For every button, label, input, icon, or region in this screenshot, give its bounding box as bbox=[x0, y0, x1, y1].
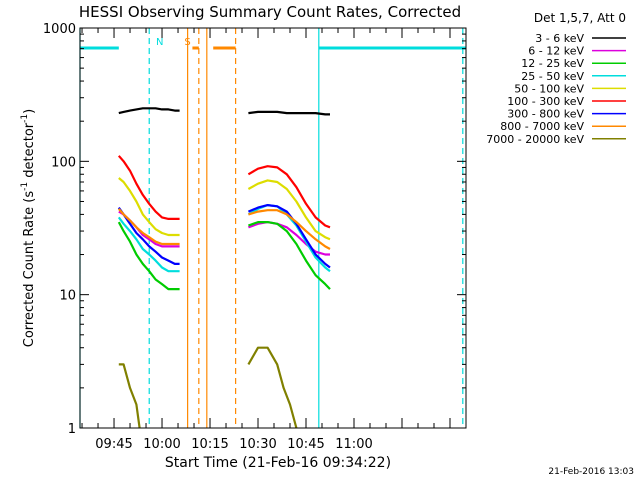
legend-label: 100 - 300 keV bbox=[507, 95, 584, 108]
legend-label: 7000 - 20000 keV bbox=[486, 133, 584, 146]
series-line bbox=[117, 206, 180, 265]
series-line bbox=[247, 204, 331, 269]
chart-title: HESSI Observing Summary Count Rates, Cor… bbox=[79, 3, 461, 21]
legend-label: 12 - 25 keV bbox=[521, 57, 584, 70]
x-axis-label: Start Time (21-Feb-16 09:34:22) bbox=[165, 455, 391, 471]
timestamp: 21-Feb-2016 13:03 bbox=[548, 467, 634, 477]
series-line bbox=[118, 177, 180, 237]
plot-frame bbox=[79, 27, 467, 429]
legend-label: 300 - 800 keV bbox=[507, 108, 584, 121]
y-tick-label: 100 bbox=[51, 155, 76, 170]
y-tick-label: 1 bbox=[68, 422, 76, 437]
series-line bbox=[117, 208, 180, 246]
series-line bbox=[248, 209, 331, 250]
x-tick-label: 11:00 bbox=[335, 437, 372, 452]
legend-label: 25 - 50 keV bbox=[521, 70, 584, 83]
legend-label: 50 - 100 keV bbox=[514, 82, 584, 95]
y-tick-label: 1000 bbox=[43, 22, 76, 37]
series-line bbox=[248, 110, 330, 116]
series-line bbox=[117, 221, 180, 291]
series-line bbox=[247, 346, 298, 428]
series-line bbox=[118, 363, 141, 428]
x-tick-label: 10:15 bbox=[191, 437, 228, 452]
series-line bbox=[247, 179, 331, 241]
series-line bbox=[248, 221, 331, 290]
legend-title: Det 1,5,7, Att 0 bbox=[534, 11, 626, 25]
x-tick-label: 10:00 bbox=[143, 437, 180, 452]
x-tick-label: 10:45 bbox=[287, 437, 324, 452]
series-line bbox=[247, 165, 331, 229]
y-tick-label: 10 bbox=[59, 289, 76, 304]
x-axis: 09:45 10:00 10:15 10:30 10:45 11:00 bbox=[81, 28, 467, 452]
legend-label: 6 - 12 keV bbox=[528, 45, 584, 58]
legend-label: 800 - 7000 keV bbox=[500, 120, 584, 133]
series-layer bbox=[117, 107, 331, 428]
annotation-label: N bbox=[156, 37, 163, 48]
series-line bbox=[117, 155, 180, 220]
annotation-label: S bbox=[184, 37, 190, 48]
y-axis-label: Corrected Count Rate (s-1 detector-1) bbox=[20, 109, 37, 347]
legend-label: 3 - 6 keV bbox=[535, 32, 584, 45]
series-line bbox=[117, 216, 180, 273]
series-line bbox=[118, 107, 180, 115]
y-axis: 1 10 100 1000 bbox=[43, 22, 466, 437]
x-tick-label: 09:45 bbox=[95, 437, 132, 452]
series-line bbox=[248, 221, 330, 256]
x-tick-label: 10:30 bbox=[239, 437, 276, 452]
